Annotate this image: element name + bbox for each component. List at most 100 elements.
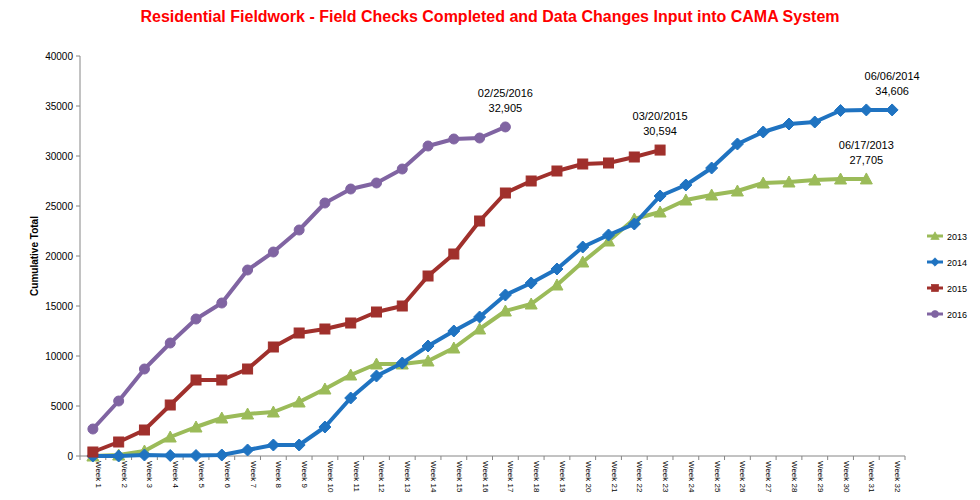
marker [267,406,279,417]
marker [216,449,228,461]
plot-area [87,104,898,462]
marker [526,176,536,186]
marker [191,314,201,324]
marker [114,437,124,447]
x-tick-label: Week 29 [816,461,825,493]
marker [293,396,305,407]
legend-label: 2014 [947,258,967,268]
y-tick [76,406,80,407]
marker [320,324,330,334]
marker [191,375,201,385]
x-tick-label: Week 11 [352,461,361,492]
y-tick-label: 10000 [45,351,73,362]
x-tick [415,456,416,460]
x-tick [569,456,570,460]
y-tick [76,256,80,257]
marker [114,396,124,406]
y-tick-label: 40000 [45,51,73,62]
marker [680,194,692,205]
marker [525,298,537,309]
marker [243,265,253,275]
x-tick-label: Week 1 [94,461,103,489]
x-tick-label: Week 27 [764,461,773,493]
marker [113,450,125,462]
x-tick [312,456,313,460]
marker [603,229,615,241]
x-tick [286,456,287,460]
y-tick-label: 15000 [45,301,73,312]
legend-marker [932,285,939,292]
marker [680,179,692,191]
title: Residential Fieldwork - Field Checks Com… [140,8,839,25]
marker [809,174,821,185]
legend-label: 2013 [947,232,967,242]
marker [654,190,666,202]
marker [165,338,175,348]
x-tick-label: Week 6 [223,461,232,489]
marker [449,134,459,144]
marker [474,311,486,323]
marker [886,104,898,116]
x-tick-label: Week 30 [842,461,851,493]
marker [499,305,511,316]
marker [604,158,614,168]
marker [370,358,382,369]
marker [706,162,718,174]
marker [551,263,563,275]
x-tick-label: Week 8 [274,461,283,489]
x-tick-label: Week 15 [455,461,464,493]
x-tick-label: Week 7 [249,461,258,489]
marker [346,318,356,328]
y-tick [76,306,80,307]
y-tick [76,356,80,357]
marker [475,133,485,143]
x-tick-label: Week 9 [300,461,309,489]
x-tick [260,456,261,460]
marker [448,342,460,353]
y-tick-label: 5000 [51,401,74,412]
marker [243,364,253,374]
y-tick-label: 20000 [45,251,73,262]
marker [500,122,510,132]
x-tick [621,456,622,460]
x-tick-label: Week 14 [429,461,438,493]
marker [397,301,407,311]
y-tick [76,206,80,207]
marker [138,449,150,461]
marker [190,421,202,432]
series [87,173,872,461]
marker [629,152,639,162]
x-tick [440,456,441,460]
x-tick [827,456,828,460]
x-tick [518,456,519,460]
series [88,145,665,457]
marker [783,118,795,130]
marker [783,176,795,187]
annotation-date: 02/25/2016 [478,87,533,99]
x-tick [698,456,699,460]
marker [319,383,331,394]
x-tick [647,456,648,460]
y-tick [76,106,80,107]
marker [757,177,769,188]
marker [165,400,175,410]
x-tick [234,456,235,460]
x-tick [595,456,596,460]
marker [396,357,408,369]
marker [371,178,381,188]
y-tick [76,456,80,457]
marker [422,340,434,352]
marker [164,431,176,442]
x-tick [724,456,725,460]
x-tick [363,456,364,460]
x-tick-label: Week 2 [120,461,129,489]
x-tick-label: Week 25 [713,461,722,493]
marker [474,323,486,334]
x-tick [337,456,338,460]
x-tick-label: Week 16 [481,461,490,493]
series-line [93,150,660,452]
marker [628,218,640,230]
marker [475,216,485,226]
y-axis-label: Cumulative Total [29,216,40,296]
marker [346,184,356,194]
